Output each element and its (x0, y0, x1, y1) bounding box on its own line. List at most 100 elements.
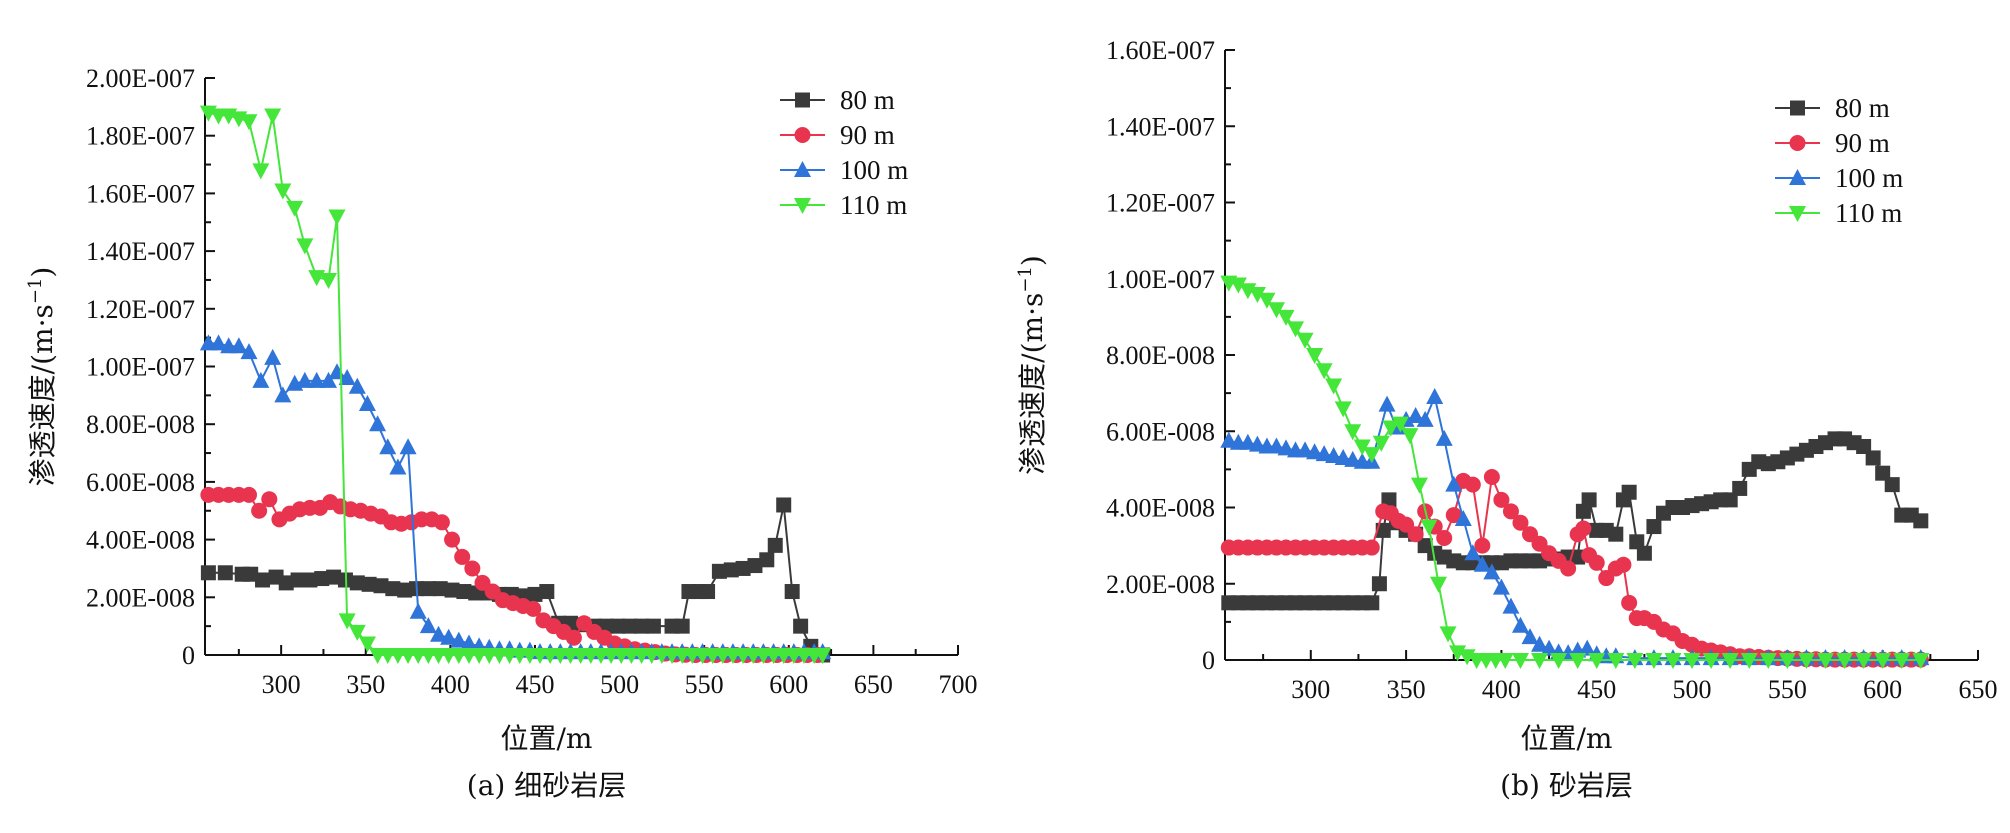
data-point (328, 209, 346, 226)
data-point (1581, 492, 1597, 508)
series-100m (1220, 387, 1930, 666)
data-point (348, 377, 366, 394)
data-point (230, 337, 248, 354)
data-point (1621, 594, 1638, 611)
x-tick-label: 700 (939, 670, 978, 699)
x-tick-label: 350 (346, 670, 385, 699)
data-point (274, 386, 292, 403)
series-90m (1220, 469, 1929, 668)
legend-label: 100 m (1835, 163, 1903, 193)
data-point (776, 497, 792, 513)
data-point (1483, 563, 1501, 580)
y-tick-label: 1.20E-007 (1106, 189, 1215, 218)
x-tick-label: 300 (262, 670, 301, 699)
legend-entry: 100 m (780, 155, 908, 185)
data-point (1454, 509, 1472, 526)
data-point (409, 602, 427, 619)
data-point (735, 560, 751, 576)
y-tick-label: 1.40E-007 (1106, 112, 1215, 141)
data-point (302, 572, 318, 588)
data-point (1560, 560, 1577, 577)
data-point (278, 575, 294, 591)
data-point (1401, 428, 1419, 445)
data-point (1629, 534, 1645, 550)
data-point (1875, 465, 1891, 481)
data-point (1626, 653, 1644, 669)
data-point (1621, 484, 1637, 500)
data-point (1855, 653, 1873, 669)
data-point (1496, 653, 1514, 669)
y-axis-label-superscript: −1 (25, 278, 46, 305)
data-point (338, 369, 356, 386)
y-tick-label: 4.00E-008 (1106, 494, 1215, 523)
data-point (1426, 387, 1444, 404)
data-point (358, 395, 376, 412)
y-tick-label: 1.80E-007 (86, 122, 195, 151)
x-tick-label: 600 (1863, 675, 1902, 704)
data-point (784, 584, 800, 600)
data-point (1607, 653, 1625, 669)
data-point (1511, 616, 1529, 633)
legend-marker (1789, 169, 1806, 185)
data-point (759, 552, 775, 568)
data-point (361, 576, 377, 592)
data-point (793, 618, 809, 634)
data-point (1430, 576, 1448, 593)
data-point (1521, 628, 1539, 645)
data-point (1531, 653, 1549, 669)
y-tick-label: 6.00E-008 (86, 468, 195, 497)
data-point (1334, 401, 1352, 418)
data-point (1473, 555, 1491, 572)
legend-entry: 80 m (1775, 93, 1890, 123)
data-point (200, 565, 216, 581)
legend-marker (1789, 206, 1806, 222)
y-axis-label-end: ) (26, 267, 59, 278)
x-tick-label: 600 (769, 670, 808, 699)
data-point (1315, 363, 1333, 380)
data-point (314, 571, 330, 587)
data-point (1578, 639, 1596, 656)
x-tick-label: 450 (1577, 675, 1616, 704)
data-point (454, 548, 471, 565)
legend-label: 110 m (840, 190, 907, 220)
data-point (1797, 653, 1815, 669)
y-tick-label: 2.00E-008 (86, 583, 195, 612)
data-point (251, 502, 268, 519)
data-point (217, 565, 233, 581)
x-tick-label: 350 (1387, 675, 1426, 704)
data-point (379, 438, 397, 455)
legend-entry: 110 m (1775, 198, 1902, 228)
data-point (444, 531, 461, 548)
panel-caption: (a) 细砂岩层 (467, 769, 626, 802)
data-point (320, 272, 338, 289)
data-point (1391, 416, 1409, 433)
data-point (1588, 554, 1605, 571)
data-point (1502, 503, 1519, 520)
x-tick-label: 550 (685, 670, 724, 699)
data-point (240, 486, 257, 503)
series-80m (200, 497, 831, 663)
data-point (1531, 635, 1549, 652)
data-point (1353, 439, 1371, 456)
data-point (525, 600, 542, 617)
data-point (1884, 477, 1900, 493)
data-point (440, 628, 458, 645)
data-point (1836, 653, 1854, 669)
y-tick-label: 6.00E-008 (1106, 417, 1215, 446)
data-point (1407, 526, 1424, 543)
data-point (1267, 302, 1285, 319)
data-point (700, 584, 716, 600)
y-axis-label-main: 渗透速度/(m·s (26, 304, 59, 486)
x-tick-label: 650 (854, 670, 893, 699)
data-point (1277, 309, 1295, 326)
data-point (264, 348, 282, 365)
data-point (1502, 597, 1520, 614)
legend-entry: 80 m (780, 85, 895, 115)
data-point (1258, 292, 1276, 309)
data-point (1325, 378, 1343, 395)
data-point (1483, 469, 1500, 485)
data-point (328, 363, 346, 380)
data-point (1363, 447, 1381, 464)
data-point (645, 618, 661, 634)
